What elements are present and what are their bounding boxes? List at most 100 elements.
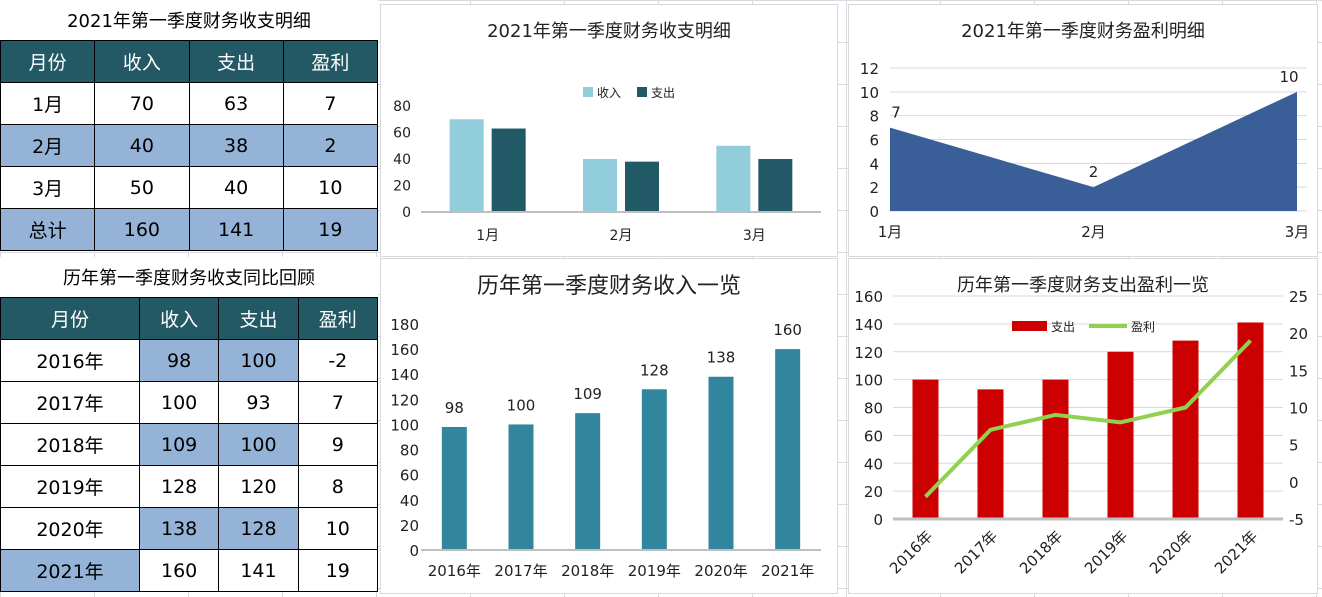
table-row: 2020年 138 128 10 (0, 507, 379, 550)
y2-tick-label: 10 (1289, 400, 1308, 418)
table-cell: 100 (218, 423, 299, 466)
table-row: 2017年 100 93 7 (0, 381, 379, 424)
y-tick-label: 60 (864, 427, 883, 445)
table-row: 2016年 98 100 -2 (0, 339, 379, 382)
y-tick-label: 8 (869, 108, 879, 126)
x-tick-label: 2017年 (951, 527, 1001, 577)
y-tick-label: 80 (400, 442, 419, 460)
y-tick-label: 40 (400, 492, 419, 510)
y-tick-label: 120 (854, 344, 883, 362)
chart-yearly-expense-profit[interactable]: 历年第一季度财务支出盈利一览 0 20 40 60 80 100 120 140 160 -5 0 5 1… (848, 258, 1318, 594)
table-cell: 109 (138, 423, 220, 466)
bar-income (775, 349, 801, 550)
y2-tick-label: -5 (1289, 511, 1304, 529)
table-cell: 7 (297, 381, 379, 424)
bar-收入 (716, 145, 751, 212)
x-tick-label: 1月 (878, 223, 903, 241)
y2-tick-label: 15 (1289, 362, 1308, 380)
y-tick-label: 180 (390, 316, 419, 334)
y-tick-label: 60 (393, 126, 411, 142)
y2-tick-label: 20 (1289, 325, 1308, 343)
table-cell: 40 (94, 124, 190, 167)
table-cell: 100 (138, 381, 220, 424)
table-cell: 10 (282, 166, 379, 209)
column-header: 收入 (138, 297, 220, 340)
header-row: 月份 收入 支出 盈利 (0, 40, 379, 83)
x-tick-label: 2021年 (1211, 527, 1261, 577)
y2-tick-label: 5 (1289, 437, 1299, 455)
bar-income (441, 426, 467, 550)
x-tick-label: 1月 (476, 228, 499, 244)
table-cell: 7 (282, 82, 379, 125)
data-label: 10 (1279, 68, 1298, 86)
table-cell: 70 (94, 82, 190, 125)
bar-expense (912, 379, 939, 519)
line-profit (924, 339, 1252, 499)
bar-收入 (449, 119, 484, 212)
column-header: 月份 (0, 40, 96, 83)
y-tick-label: 12 (860, 60, 879, 78)
y-tick-label: 20 (864, 483, 883, 501)
table-cell: 141 (188, 208, 284, 251)
table-cell: 2016年 (0, 339, 140, 382)
data-label: 128 (640, 361, 669, 379)
data-label: 100 (507, 396, 536, 414)
data-label: 109 (573, 385, 602, 403)
table-cell: 2020年 (0, 507, 140, 550)
data-label: 2 (1089, 163, 1099, 181)
y-tick-label: 40 (393, 152, 411, 168)
table-cell: 93 (218, 381, 299, 424)
x-tick-label: 2018年 (1016, 527, 1066, 577)
y-tick-label: 140 (854, 316, 883, 334)
y-tick-label: 4 (869, 155, 879, 173)
chart-title: 2021年第一季度财务收支明细 (487, 21, 731, 42)
y-tick-label: 6 (869, 132, 879, 150)
y-tick-label: 0 (869, 203, 879, 221)
table-cell: -2 (297, 339, 379, 382)
bar-支出 (491, 128, 526, 212)
table-cell: 138 (138, 507, 220, 550)
table-cell: 50 (94, 166, 190, 209)
table-title: 历年第一季度财务收支同比回顾 (0, 257, 378, 298)
chart-yearly-income[interactable]: 历年第一季度财务收入一览 0 20 40 60 80 100 120 140 160 180 98 20… (380, 258, 838, 594)
table-row: 1月 70 63 7 (0, 82, 379, 125)
y-tick-label: 80 (393, 99, 411, 115)
x-tick-label: 2020年 (694, 562, 747, 580)
chart-title: 2021年第一季度财务盈利明细 (961, 21, 1205, 42)
x-tick-label: 3月 (1285, 223, 1310, 241)
monthly-table: 2021年第一季度财务收支明细 月份 收入 支出 盈利 1月 70 63 7 2月 40 38 2 3月… (0, 0, 379, 251)
header-row: 月份 收入 支出 盈利 (0, 297, 379, 340)
table-cell: 141 (218, 549, 299, 592)
table-cell: 9 (297, 423, 379, 466)
table-cell: 2 (282, 124, 379, 167)
chart-monthly-profit[interactable]: 2021年第一季度财务盈利明细 0 2 4 6 8 10 12 1月 7 2月 2 3月 10 (848, 4, 1318, 257)
table-cell: 128 (138, 465, 220, 508)
column-header: 支出 (188, 40, 284, 83)
table-row: 2019年 128 120 8 (0, 465, 379, 508)
y-tick-label: 20 (400, 517, 419, 535)
bar-income (708, 376, 734, 550)
table-cell: 63 (188, 82, 284, 125)
table-row: 3月 50 40 10 (0, 166, 379, 209)
table-cell: 160 (138, 549, 220, 592)
column-header: 支出 (218, 297, 299, 340)
y-tick-label: 40 (864, 455, 883, 473)
legend-label: 盈利 (1131, 320, 1155, 334)
y-tick-label: 0 (873, 511, 883, 529)
table-cell: 100 (218, 339, 299, 382)
y-tick-label: 140 (390, 366, 419, 384)
y-tick-label: 0 (402, 205, 411, 221)
table-title: 2021年第一季度财务收支明细 (0, 0, 378, 41)
legend-label: 支出 (1051, 320, 1075, 334)
x-tick-label: 2020年 (1146, 527, 1196, 577)
x-tick-label: 2019年 (628, 562, 681, 580)
legend-swatch (583, 87, 593, 97)
x-tick-label: 2017年 (494, 562, 547, 580)
y-tick-label: 20 (393, 179, 411, 195)
chart-monthly-income-expense[interactable]: 2021年第一季度财务收支明细 0 20 40 60 80 1月 2月 3月 收入 支出 (380, 4, 838, 257)
bar-income (508, 424, 534, 550)
x-tick-label: 2016年 (428, 562, 481, 580)
y2-tick-label: 25 (1289, 288, 1308, 306)
table-cell: 120 (218, 465, 299, 508)
y-tick-label: 100 (854, 372, 883, 390)
